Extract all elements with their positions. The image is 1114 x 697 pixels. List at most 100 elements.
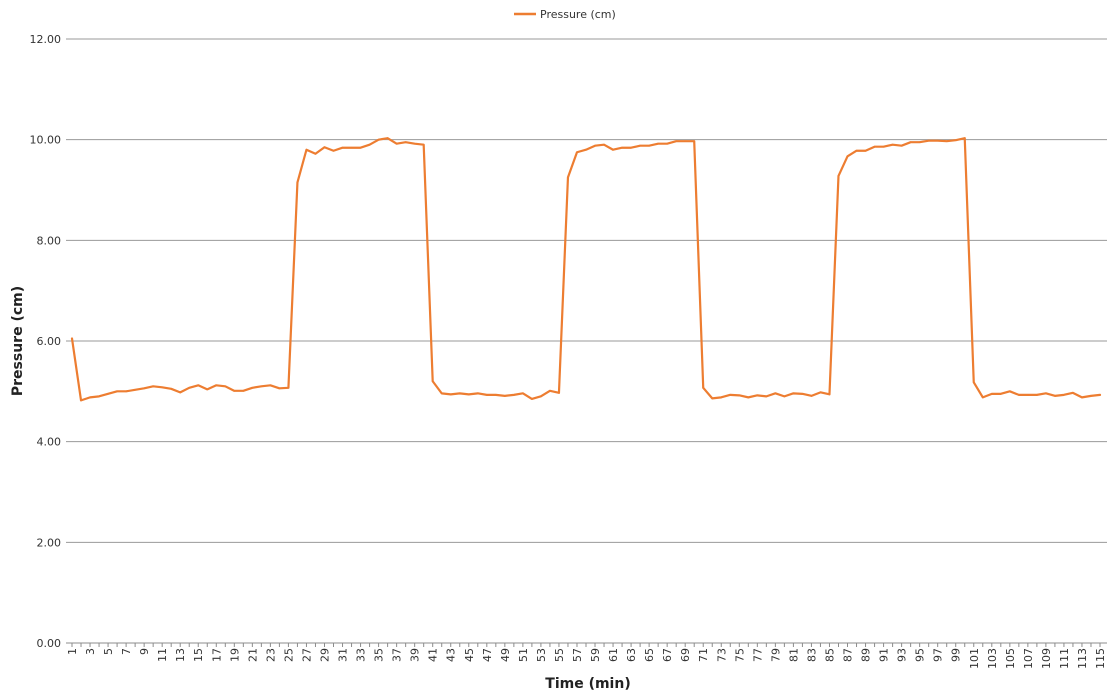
data-point — [1063, 394, 1065, 396]
gridlines — [66, 38, 1107, 644]
x-tick-label: 57 — [571, 648, 584, 662]
data-point — [89, 396, 91, 399]
data-point — [413, 142, 416, 145]
data-point — [657, 142, 659, 145]
data-point — [377, 138, 380, 141]
x-tick-label: 21 — [246, 648, 259, 662]
data-point — [954, 139, 957, 141]
data-point — [783, 395, 786, 398]
data-point — [134, 389, 136, 391]
x-tick-label: 43 — [445, 648, 458, 662]
x-tick-label: 113 — [1076, 648, 1089, 669]
data-point — [927, 139, 930, 142]
x-tick-label: 29 — [318, 648, 331, 662]
data-point — [567, 176, 569, 179]
data-point — [864, 149, 867, 152]
data-point — [810, 395, 813, 397]
x-tick-label: 69 — [679, 648, 692, 662]
data-point — [1027, 394, 1029, 396]
data-point — [792, 392, 795, 395]
data-point — [458, 392, 461, 395]
data-point — [305, 148, 308, 151]
data-point — [486, 394, 488, 396]
x-tick-label: 25 — [282, 648, 295, 662]
data-point — [882, 145, 885, 148]
data-point — [98, 395, 100, 398]
data-point — [648, 144, 650, 147]
data-point — [990, 393, 993, 395]
legend-label: Pressure (cm) — [540, 8, 616, 21]
x-tick-label: 99 — [950, 648, 963, 662]
x-tick-label: 67 — [661, 648, 674, 662]
x-tick-label: 53 — [535, 648, 548, 662]
data-point — [359, 146, 362, 149]
data-point — [558, 392, 560, 394]
data-point — [206, 388, 209, 391]
data-point — [71, 337, 73, 340]
data-point — [125, 390, 127, 393]
x-tick-label: 5 — [102, 648, 115, 655]
data-point — [972, 381, 975, 384]
y-tick-label: 10.00 — [30, 134, 62, 147]
x-axis-ticks: 1 3 5 7 9 11 13 15 17 19 21 23 25 27 29 31 33 35 37 39 41 43 4… — [66, 643, 1107, 669]
series-line-pressure — [70, 137, 1102, 402]
data-point — [323, 146, 326, 149]
x-tick-label: 109 — [1040, 648, 1053, 669]
data-point — [963, 137, 966, 139]
data-point — [900, 144, 903, 147]
x-tick-label: 101 — [968, 648, 981, 669]
data-point — [368, 143, 371, 146]
data-point — [513, 394, 515, 396]
data-point — [395, 142, 398, 145]
data-point — [170, 388, 172, 390]
data-point — [476, 392, 479, 395]
x-tick-label: 61 — [607, 648, 620, 662]
data-point — [350, 146, 353, 149]
x-tick-label: 35 — [373, 648, 386, 662]
x-tick-label: 55 — [553, 648, 566, 662]
x-tick-label: 33 — [355, 648, 368, 662]
data-point — [711, 397, 714, 400]
data-point — [801, 393, 804, 395]
y-tick-label: 8.00 — [37, 234, 62, 247]
data-point — [1054, 395, 1056, 397]
x-tick-label: 111 — [1058, 648, 1071, 669]
x-tick-label: 47 — [481, 648, 494, 662]
x-tick-label: 79 — [769, 648, 782, 662]
data-point — [404, 141, 407, 143]
y-axis-ticks: 0.00 2.00 4.00 6.00 8.00 10.00 12.00 — [30, 33, 62, 650]
data-point — [467, 393, 470, 396]
data-point — [495, 394, 497, 396]
data-point — [873, 145, 876, 148]
data-point — [287, 387, 290, 389]
data-point — [693, 140, 696, 142]
data-point — [855, 149, 858, 152]
data-point — [756, 394, 759, 397]
x-tick-label: 59 — [589, 648, 602, 662]
x-tick-label: 23 — [264, 648, 277, 662]
data-point — [828, 393, 831, 396]
data-point — [612, 148, 614, 151]
data-point — [729, 394, 732, 396]
data-point — [504, 395, 506, 397]
data-point — [215, 384, 218, 387]
data-point — [341, 146, 344, 149]
data-point — [1018, 394, 1020, 396]
x-tick-label: 73 — [715, 648, 728, 662]
data-point — [1081, 396, 1083, 399]
data-point — [242, 390, 245, 392]
data-point — [1072, 392, 1074, 394]
x-tick-label: 41 — [427, 648, 440, 662]
x-tick-label: 63 — [625, 648, 638, 662]
x-tick-label: 107 — [1022, 648, 1035, 669]
x-tick-label: 115 — [1094, 648, 1107, 669]
x-tick-label: 37 — [391, 648, 404, 662]
x-tick-label: 77 — [751, 648, 764, 662]
data-point — [197, 384, 200, 387]
data-point — [621, 146, 623, 149]
data-point — [684, 140, 686, 142]
data-point — [630, 146, 632, 149]
data-point — [386, 137, 389, 139]
x-tick-label: 65 — [643, 648, 656, 662]
data-point — [161, 386, 163, 389]
